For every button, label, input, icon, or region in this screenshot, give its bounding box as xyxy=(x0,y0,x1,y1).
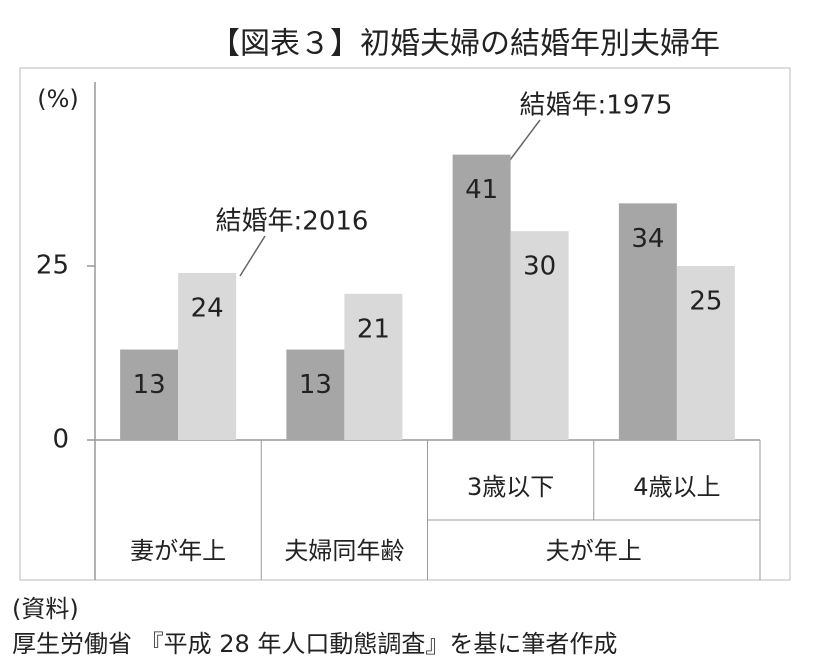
bar xyxy=(120,349,179,440)
bar xyxy=(344,293,403,440)
source-text: 厚生労働省 『平成 28 年人口動態調査』を基に筆者作成 xyxy=(12,630,617,658)
data-label: 41 xyxy=(465,175,498,205)
annotation-leader xyxy=(239,235,266,277)
data-label: 13 xyxy=(299,370,332,400)
x-group-label: 夫が年上 xyxy=(546,537,642,565)
x-tick-label: 4歳以上 xyxy=(633,473,720,501)
data-label: 25 xyxy=(689,287,722,317)
source-label: (資料) xyxy=(12,595,79,623)
bar xyxy=(618,203,677,440)
data-label: 21 xyxy=(357,314,390,344)
series-annotation: 結婚年:2016 xyxy=(216,207,369,237)
data-label: 24 xyxy=(191,293,224,323)
data-label: 30 xyxy=(523,252,556,282)
bar xyxy=(510,231,569,440)
bar xyxy=(286,349,345,440)
y-unit: (%) xyxy=(37,85,79,113)
bar xyxy=(452,154,511,440)
annotation-leader xyxy=(509,119,541,161)
bar xyxy=(676,266,735,440)
series-annotation: 結婚年:1975 xyxy=(520,91,673,121)
bar xyxy=(178,272,237,440)
y-tick-label: 25 xyxy=(36,251,69,281)
chart-frame xyxy=(19,67,791,581)
data-label: 34 xyxy=(631,224,664,254)
y-tick-label: 0 xyxy=(52,425,69,455)
data-label: 13 xyxy=(133,370,166,400)
chart-title: 【図表３】初婚夫婦の結婚年別夫婦年 xyxy=(210,27,720,62)
x-tick-label: 3歳以下 xyxy=(467,473,554,501)
x-group-label: 妻が年上 xyxy=(130,537,226,565)
x-group-label: 夫婦同年齢 xyxy=(284,537,404,565)
